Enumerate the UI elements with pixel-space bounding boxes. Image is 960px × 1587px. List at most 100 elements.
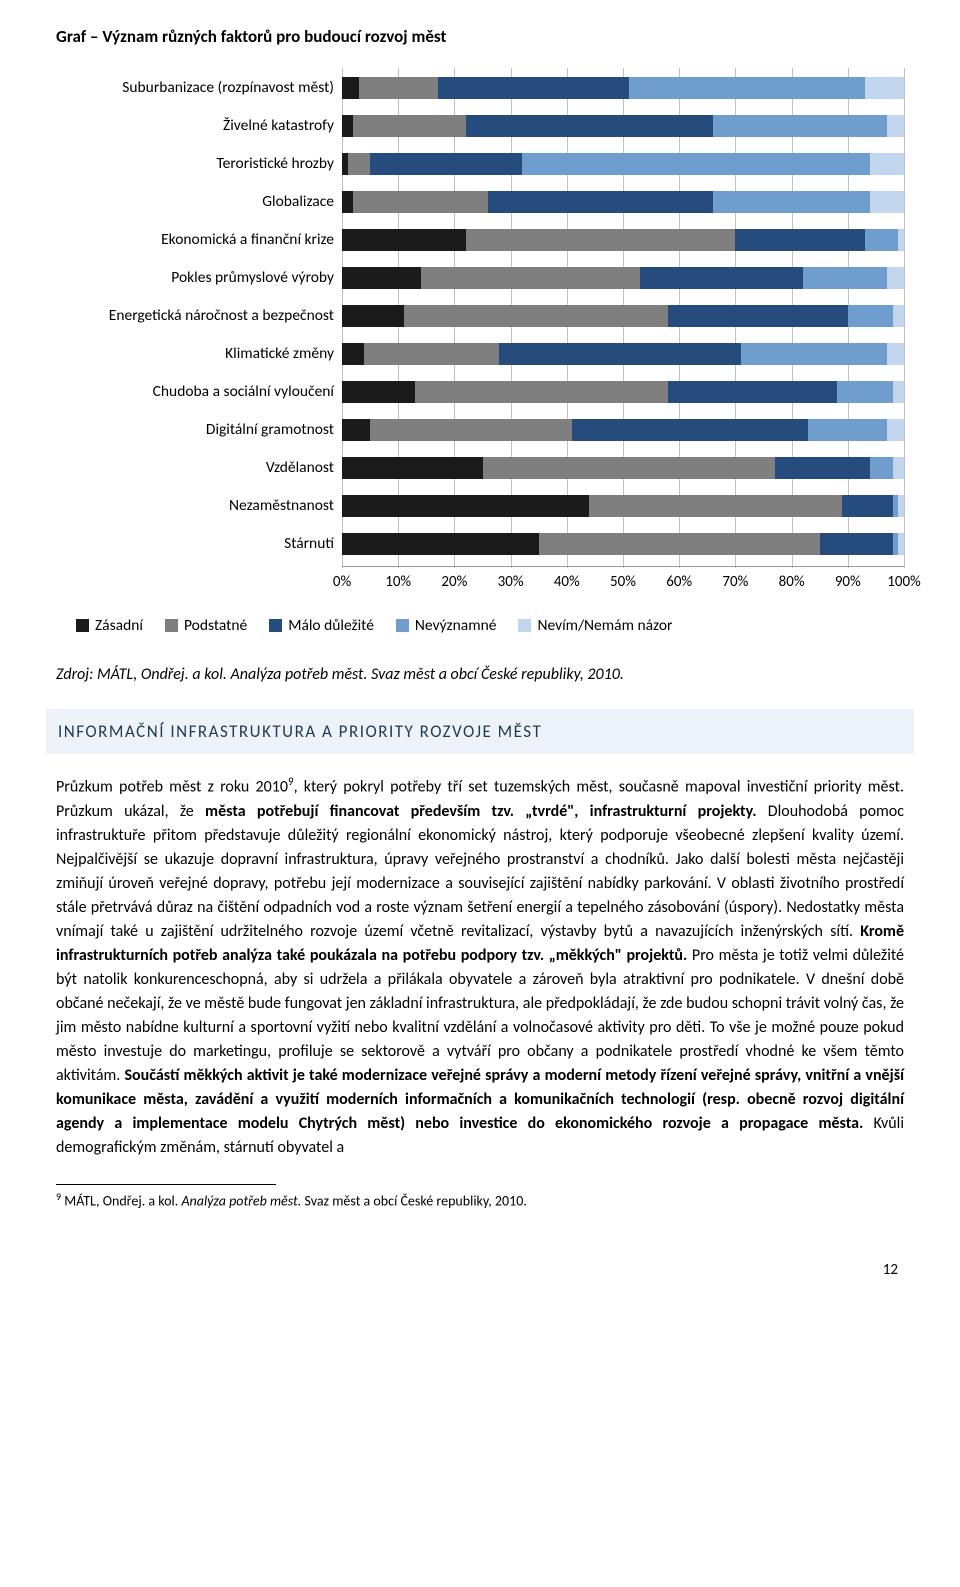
bar-segment	[898, 495, 904, 517]
bar-segment	[808, 419, 887, 441]
bar-segment	[539, 533, 820, 555]
text: MÁTL, Ondřej. a kol.	[61, 1192, 181, 1209]
bar-track	[342, 115, 904, 137]
legend-label: Nevýznamné	[415, 614, 497, 637]
bar-track	[342, 191, 904, 213]
chart-row: Chudoba a sociální vyloučení	[56, 378, 904, 406]
bar-segment	[438, 77, 629, 99]
italic-text: Analýza potřeb měst.	[181, 1192, 301, 1209]
stacked-bar-chart: Suburbanizace (rozpínavost měst)Živelné …	[56, 74, 904, 637]
text: Pro města je totiž velmi důležité být na…	[56, 946, 904, 1085]
bar-segment	[499, 343, 741, 365]
bar-track	[342, 77, 904, 99]
bar-track	[342, 343, 904, 365]
axis-tick-label: 50%	[610, 571, 636, 594]
bar-segment	[870, 457, 892, 479]
bar-segment	[342, 533, 539, 555]
bar-segment	[668, 381, 837, 403]
bar-segment	[342, 495, 589, 517]
legend-item: Nevýznamné	[396, 614, 497, 637]
legend-label: Zásadní	[95, 614, 143, 637]
bar-segment	[342, 229, 466, 251]
bar-segment	[342, 191, 353, 213]
legend-item: Nevím/Nemám názor	[518, 614, 672, 637]
category-label: Energetická náročnost a bezpečnost	[56, 304, 342, 327]
bold-text: Součástí měkkých aktivit je také moderni…	[56, 1066, 904, 1133]
bar-segment	[488, 191, 713, 213]
bar-segment	[713, 115, 887, 137]
legend-swatch	[518, 619, 531, 632]
bar-segment	[364, 343, 499, 365]
bar-segment	[842, 495, 893, 517]
footnote-rule	[56, 1184, 276, 1185]
bar-track	[342, 267, 904, 289]
category-label: Nezaměstnanost	[56, 494, 342, 517]
bar-track	[342, 495, 904, 517]
bar-segment	[421, 267, 640, 289]
chart-title: Graf – Význam různých faktorů pro budouc…	[56, 24, 904, 50]
axis-tick-label: 10%	[385, 571, 411, 594]
category-label: Chudoba a sociální vyloučení	[56, 380, 342, 403]
category-label: Digitální gramotnost	[56, 418, 342, 441]
bar-segment	[348, 153, 370, 175]
text: Dlouhodobá pomoc infrastruktuře přitom p…	[56, 802, 904, 941]
bar-segment	[342, 381, 415, 403]
axis-tick-label: 30%	[498, 571, 524, 594]
bar-segment	[837, 381, 893, 403]
footnote: 9 MÁTL, Ondřej. a kol. Analýza potřeb mě…	[56, 1189, 904, 1212]
bar-segment	[870, 191, 904, 213]
bar-segment	[865, 77, 904, 99]
bar-segment	[342, 457, 483, 479]
legend-label: Nevím/Nemám názor	[537, 614, 672, 637]
category-label: Pokles průmyslové výroby	[56, 266, 342, 289]
bar-segment	[522, 153, 870, 175]
bar-segment	[370, 419, 572, 441]
legend-swatch	[76, 619, 89, 632]
bar-track	[342, 305, 904, 327]
body-paragraph: Průzkum potřeb měst z roku 20109, který …	[56, 774, 904, 1159]
bar-segment	[898, 229, 904, 251]
category-label: Klimatické změny	[56, 342, 342, 365]
category-label: Vzdělanost	[56, 456, 342, 479]
bar-segment	[342, 343, 364, 365]
axis-tick-label: 60%	[666, 571, 692, 594]
bar-segment	[415, 381, 668, 403]
chart-row: Stárnutí	[56, 530, 904, 558]
category-label: Ekonomická a finanční krize	[56, 228, 342, 251]
chart-legend: Zásadní Podstatné Málo důležité Nevýznamné N…	[56, 614, 904, 637]
category-label: Stárnutí	[56, 532, 342, 555]
bar-segment	[870, 153, 904, 175]
category-label: Globalizace	[56, 190, 342, 213]
axis-tick-label: 90%	[835, 571, 861, 594]
bar-segment	[848, 305, 893, 327]
chart-row: Globalizace	[56, 188, 904, 216]
section-heading: INFORMAČNÍ INFRASTRUKTURA A PRIORITY ROZ…	[46, 709, 914, 755]
bar-segment	[803, 267, 887, 289]
chart-row: Nezaměstnanost	[56, 492, 904, 520]
bar-segment	[887, 419, 904, 441]
legend-item: Podstatné	[165, 614, 247, 637]
bar-segment	[629, 77, 865, 99]
axis-tick-label: 100%	[887, 571, 921, 594]
bar-segment	[893, 457, 904, 479]
category-label: Teroristické hrozby	[56, 152, 342, 175]
bar-segment	[741, 343, 887, 365]
chart-row: Energetická náročnost a bezpečnost	[56, 302, 904, 330]
bar-segment	[466, 229, 736, 251]
legend-label: Málo důležité	[288, 614, 374, 637]
bar-track	[342, 533, 904, 555]
chart-row: Klimatické změny	[56, 340, 904, 368]
bar-segment	[342, 267, 421, 289]
bar-segment	[589, 495, 842, 517]
bar-segment	[342, 419, 370, 441]
bar-segment	[887, 267, 904, 289]
bar-segment	[353, 115, 465, 137]
chart-row: Teroristické hrozby	[56, 150, 904, 178]
bar-track	[342, 153, 904, 175]
legend-item: Málo důležité	[269, 614, 374, 637]
axis-tick-label: 80%	[779, 571, 805, 594]
bar-segment	[359, 77, 438, 99]
bar-segment	[713, 191, 870, 213]
legend-item: Zásadní	[76, 614, 143, 637]
chart-source: Zdroj: MÁTL, Ondřej. a kol. Analýza potř…	[56, 663, 904, 687]
